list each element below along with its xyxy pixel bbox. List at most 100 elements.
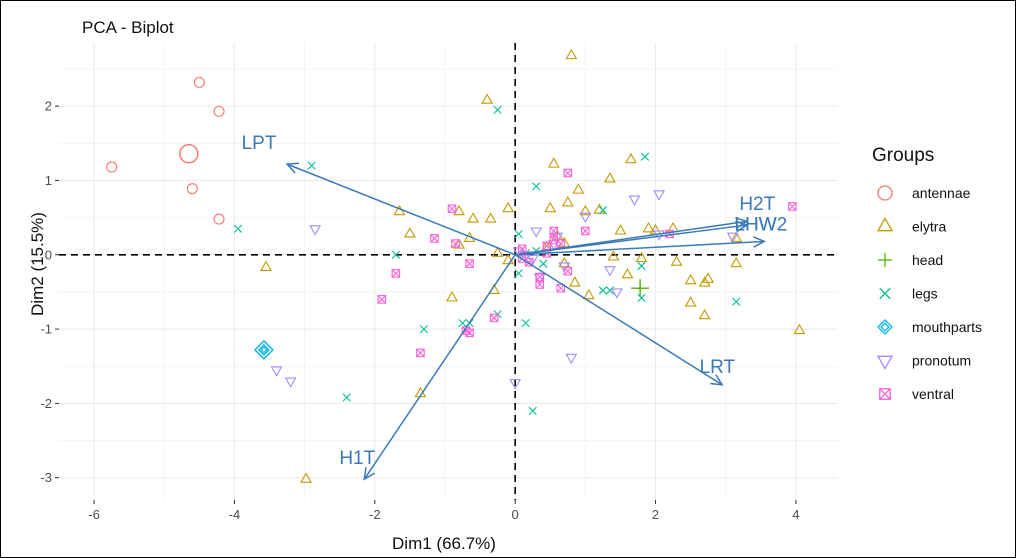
marker-triangle xyxy=(260,260,272,271)
y-tick-label: 1 xyxy=(45,173,52,188)
data-point-legs xyxy=(532,182,541,191)
series-head xyxy=(631,279,650,298)
marker-square xyxy=(465,259,474,268)
marker-triangle xyxy=(558,256,571,268)
marker-triangle xyxy=(446,291,458,302)
data-point-ventral xyxy=(489,313,499,323)
marker-cross-b xyxy=(879,287,891,300)
x-tick-label: -6 xyxy=(88,507,100,522)
marker-square xyxy=(788,202,797,211)
marker-triangle xyxy=(481,93,494,104)
data-point-legs xyxy=(307,161,316,170)
marker-cross-b xyxy=(598,206,608,215)
data-point-legs xyxy=(233,224,243,233)
data-point-ventral xyxy=(451,239,460,248)
marker-triangle xyxy=(653,190,665,201)
marker-square xyxy=(416,348,425,358)
marker-circle xyxy=(106,161,118,173)
arrow-shaft xyxy=(515,240,765,256)
marker-triangle xyxy=(502,253,515,265)
data-point-elytra xyxy=(565,48,578,60)
data-point-antennae xyxy=(106,161,118,173)
arrow-head xyxy=(363,467,376,481)
marker-triangle xyxy=(635,251,648,263)
data-point-elytra xyxy=(491,246,504,257)
data-point-pronotum xyxy=(726,232,739,244)
data-point-elytra xyxy=(481,93,494,104)
data-point-legs xyxy=(637,293,646,303)
arrow-shaft xyxy=(286,163,516,256)
data-point-pronotum xyxy=(653,190,665,201)
data-point-legs xyxy=(640,152,650,161)
marker-triangle xyxy=(593,203,606,214)
marker-triangle xyxy=(603,172,616,183)
marker-cross-b xyxy=(233,224,243,233)
marker-cross-b xyxy=(307,161,316,170)
y-axis-label: Dim2 (15.5%) xyxy=(28,212,47,316)
marker-circle xyxy=(213,213,225,225)
data-point-elytra xyxy=(702,272,715,283)
data-point-elytra xyxy=(453,204,465,216)
marker-square xyxy=(524,257,534,267)
data-point-ventral xyxy=(535,272,545,282)
variable-label-h2t: H2T xyxy=(739,194,775,215)
data-point-antennae xyxy=(213,213,225,225)
marker-triangle xyxy=(453,204,465,216)
marker-triangle xyxy=(561,195,574,207)
variable-label-lhw2: LHW2 xyxy=(734,215,787,236)
y-tick-label: -2 xyxy=(40,396,52,411)
marker-triangle xyxy=(491,246,504,257)
marker-triangle xyxy=(579,212,592,223)
marker-square-b xyxy=(465,328,474,337)
data-point-pronotum xyxy=(579,212,592,223)
marker-triangle xyxy=(625,152,637,164)
marker-cross-b xyxy=(391,250,401,259)
data-point-elytra xyxy=(260,260,272,271)
legend-key-head xyxy=(878,253,892,267)
data-point-pronotum xyxy=(526,254,539,266)
data-point-elytra xyxy=(572,183,585,194)
marker-triangle xyxy=(793,323,806,335)
data-point-ventral xyxy=(517,244,527,254)
marker-diamond xyxy=(253,339,274,360)
marker-square xyxy=(563,266,573,276)
marker-triangle xyxy=(530,227,543,238)
y-tick-label: -3 xyxy=(40,470,52,485)
marker-triangle xyxy=(547,157,560,168)
y-tick-label: -1 xyxy=(40,322,52,337)
variable-arrow-hw: HW xyxy=(515,215,777,256)
data-point-legs xyxy=(493,105,502,115)
x-tick-label: -4 xyxy=(229,507,241,522)
chart-title: PCA - Biplot xyxy=(82,18,174,37)
data-point-elytra xyxy=(558,256,571,268)
marker-cross-b xyxy=(419,324,429,334)
marker-triangle xyxy=(582,288,595,300)
marker-triangle xyxy=(544,201,557,213)
legend-key-mouthparts xyxy=(877,319,893,335)
data-point-legs xyxy=(732,297,741,306)
marker-cross-b xyxy=(732,297,741,306)
marker-cross-b xyxy=(640,152,650,161)
legend-label-antennae: antennae xyxy=(912,185,971,201)
marker-triangle xyxy=(670,255,683,266)
data-point-legs xyxy=(419,324,429,334)
legend-item-elytra: elytra xyxy=(876,217,946,235)
marker-square xyxy=(556,283,566,293)
marker-square-b xyxy=(549,235,558,245)
data-point-pronotum xyxy=(284,377,297,388)
marker-triangle xyxy=(621,267,634,279)
data-point-ventral xyxy=(377,295,387,304)
marker-triangle xyxy=(684,273,697,285)
data-point-pronotum xyxy=(565,353,578,365)
legend-item-legs: legs xyxy=(879,286,938,302)
data-point-legs xyxy=(514,229,523,239)
marker-square-b xyxy=(416,348,425,358)
marker-square-b xyxy=(430,234,439,243)
arrow-head xyxy=(735,220,749,233)
legend-label-head: head xyxy=(912,252,943,268)
marker-square xyxy=(465,328,474,338)
marker-cross-b xyxy=(528,406,537,415)
data-point-elytra xyxy=(561,195,574,207)
